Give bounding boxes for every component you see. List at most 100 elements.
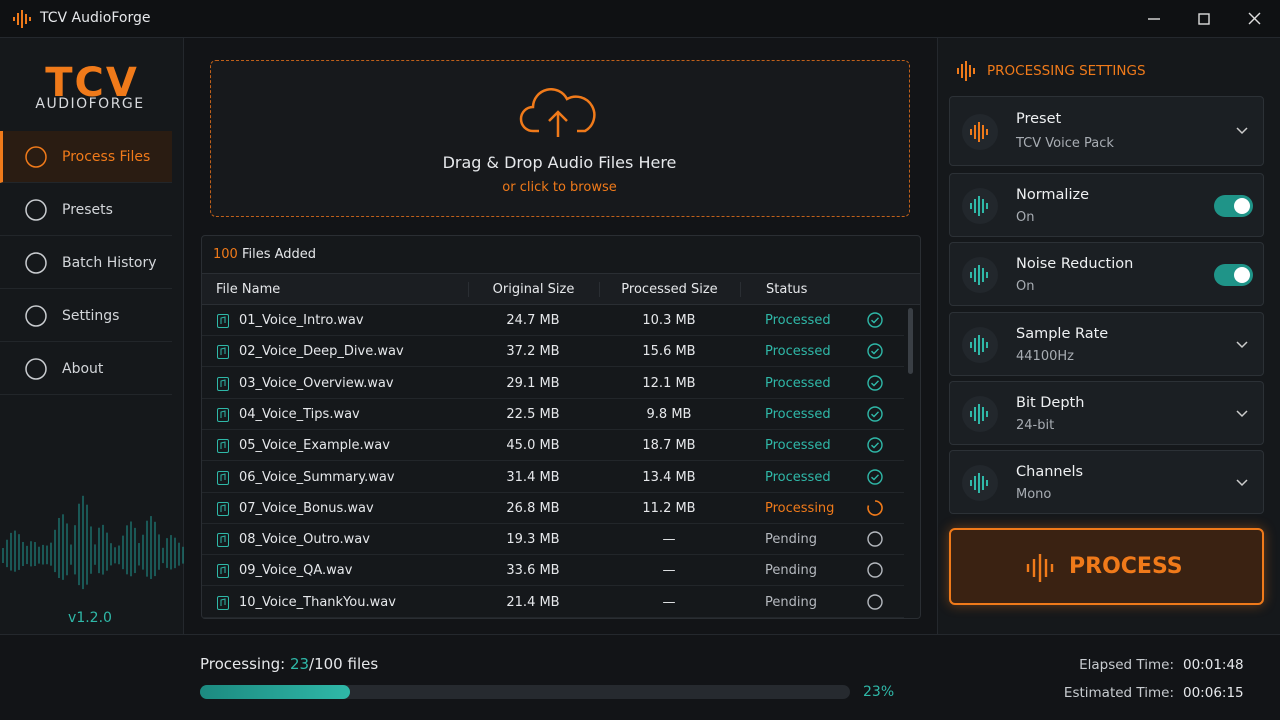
progress-text: Processing: 23/100 files <box>200 655 378 673</box>
file-row[interactable]: 08_Voice_Outro.wav 19.3 MB — Pending <box>202 524 904 556</box>
nav-item[interactable]: About <box>0 343 172 395</box>
setting-card[interactable]: Bit Depth 24-bit <box>949 381 1264 445</box>
column-header[interactable]: Status <box>740 282 807 297</box>
drop-zone[interactable]: Drag & Drop Audio Files Here or click to… <box>210 60 910 217</box>
status: Processed <box>765 438 831 454</box>
file-row[interactable]: 05_Voice_Example.wav 45.0 MB 18.7 MB Proces… <box>202 430 904 462</box>
nav-item[interactable]: Settings <box>0 290 172 342</box>
setting-card[interactable]: Preset TCV Voice Pack <box>949 96 1264 166</box>
nav-item[interactable]: Process Files <box>0 131 172 183</box>
count-label: Files Added <box>241 247 317 262</box>
file-name: 07_Voice_Bonus.wav <box>239 500 374 516</box>
wave-bar <box>166 538 168 568</box>
file-row[interactable]: 01_Voice_Intro.wav 24.7 MB 10.3 MB Processe… <box>202 305 904 336</box>
file-row[interactable]: 02_Voice_Deep_Dive.wav 37.2 MB 15.6 MB Proc… <box>202 336 904 368</box>
icon-shape <box>871 379 880 387</box>
toggle[interactable] <box>1214 264 1253 286</box>
wave-bar <box>146 520 148 577</box>
column-header[interactable]: Processed Size <box>599 282 739 297</box>
icon-part <box>1198 13 1210 25</box>
icon-shape <box>220 316 226 324</box>
column-header[interactable]: Original Size <box>468 282 598 297</box>
scrollbar[interactable] <box>908 308 913 374</box>
unit: files <box>347 655 379 673</box>
nav-label: About <box>62 360 104 377</box>
setting-value: 44100Hz <box>1016 349 1074 364</box>
icon-shape <box>25 304 47 327</box>
setting-card[interactable]: Normalize On <box>949 173 1264 237</box>
icon-shape <box>871 442 880 449</box>
file-name: 08_Voice_Outro.wav <box>239 532 370 548</box>
table-header: File Name Original Size Processed Size S… <box>202 273 920 305</box>
icon-shape <box>867 562 883 579</box>
column-header[interactable]: File Name <box>216 282 281 297</box>
wave-bar <box>46 545 48 565</box>
nav-item[interactable]: Batch History <box>0 237 172 289</box>
wave-bar <box>174 537 176 569</box>
icon-shape <box>1236 341 1248 349</box>
file-row[interactable]: 07_Voice_Bonus.wav 26.8 MB 11.2 MB Processi… <box>202 493 904 524</box>
window-controls[interactable] <box>1140 10 1265 28</box>
wave-bar <box>126 525 128 575</box>
processed-size: 15.6 MB <box>642 344 696 360</box>
file-row[interactable]: 04_Voice_Tips.wav 22.5 MB 9.8 MB Processed <box>202 399 904 430</box>
setting-card[interactable]: Sample Rate 44100Hz <box>949 312 1264 376</box>
file-row[interactable]: 09_Voice_QA.wav 33.6 MB — Pending <box>202 555 904 587</box>
setting-icon <box>970 265 988 285</box>
dropdown-chevron <box>1236 479 1248 487</box>
icon-shape <box>217 501 229 516</box>
progress-track <box>200 685 850 699</box>
setting-label: Channels <box>1016 464 1084 480</box>
nav-item[interactable]: Presets <box>0 184 172 236</box>
nav-label: Process Files <box>62 148 151 165</box>
button-icon <box>1026 554 1054 582</box>
wave-bar <box>62 514 64 580</box>
wave-bar <box>58 517 60 579</box>
wave-bar <box>90 526 92 574</box>
wave-bar <box>158 534 160 570</box>
wave-bar <box>38 546 40 564</box>
icon-shape <box>220 566 226 575</box>
icon-shape <box>220 410 226 418</box>
setting-value: On <box>1016 279 1035 294</box>
file-row[interactable]: 03_Voice_Overview.wav 29.1 MB 12.1 MB Proce… <box>202 368 904 399</box>
settings-icon <box>957 61 975 81</box>
nav-label: Batch History <box>62 254 157 271</box>
status-icon <box>867 312 883 328</box>
progress-label: Processing: <box>200 655 286 673</box>
status-icon <box>867 593 883 610</box>
setting-label: Noise Reduction <box>1016 256 1134 272</box>
separator: / <box>309 655 315 673</box>
icon-shape <box>867 593 883 610</box>
wave-bar <box>86 504 88 585</box>
processed-size: 13.4 MB <box>642 469 696 485</box>
setting-value: 24-bit <box>1016 418 1055 433</box>
title-bar: TCV AudioForge <box>0 0 1280 38</box>
icon-part <box>957 61 975 81</box>
drop-subtitle[interactable]: or click to browse <box>502 180 617 195</box>
wave-bar <box>54 529 56 573</box>
app-icon <box>13 10 31 28</box>
process-button[interactable]: PROCESS <box>949 528 1264 605</box>
wave-bar <box>130 521 132 577</box>
icon-shape <box>867 437 883 453</box>
file-row[interactable]: 06_Voice_Summary.wav 31.4 MB 13.4 MB Proces… <box>202 462 904 493</box>
file-icon <box>217 470 229 485</box>
icon-shape <box>220 598 226 606</box>
wave-bar <box>30 541 32 567</box>
app-title: TCV AudioForge <box>40 10 151 26</box>
setting-label: Preset <box>1016 111 1062 127</box>
file-icon <box>217 345 229 360</box>
file-name: 06_Voice_Summary.wav <box>239 469 395 485</box>
toggle[interactable] <box>1214 195 1253 217</box>
file-row[interactable]: 10_Voice_ThankYou.wav 21.4 MB — Pending <box>202 587 904 618</box>
status: Processed <box>765 469 831 485</box>
setting-card[interactable]: Channels Mono <box>949 450 1264 514</box>
waveform-decoration <box>2 495 184 590</box>
wave-bar <box>94 544 96 565</box>
icon-shape <box>220 504 226 512</box>
setting-card[interactable]: Noise Reduction On <box>949 242 1264 306</box>
original-size: 21.4 MB <box>506 594 560 610</box>
icon-shape <box>217 470 229 485</box>
icon-shape <box>25 251 47 274</box>
